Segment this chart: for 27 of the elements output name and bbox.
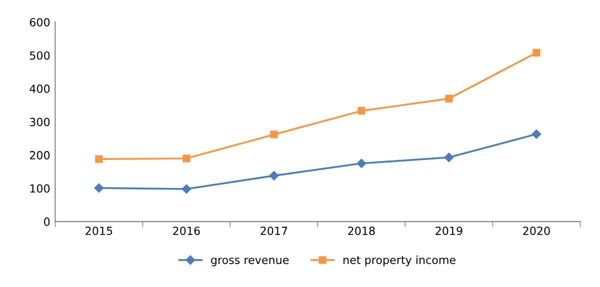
x-tick-label: 2015 xyxy=(86,226,112,236)
y-tick-label: 200 xyxy=(30,151,50,160)
point xyxy=(532,48,540,57)
point xyxy=(444,152,454,162)
legend-label: net property income xyxy=(344,256,456,266)
y-tick-label: 300 xyxy=(30,118,50,126)
point xyxy=(182,154,190,162)
point xyxy=(269,171,279,180)
x-tick-label: 2017 xyxy=(260,226,288,236)
point xyxy=(95,155,103,163)
point xyxy=(356,158,366,168)
legend-label: gross revenue xyxy=(211,258,289,266)
x-tick-label: 2016 xyxy=(173,226,200,236)
y-tick-label: 500 xyxy=(30,51,50,60)
x-tick-label: 2020 xyxy=(523,226,550,236)
y-tick-label: 600 xyxy=(30,18,50,26)
x-tick-label: 2018 xyxy=(348,226,375,236)
point xyxy=(94,183,104,193)
point xyxy=(445,94,453,102)
y-tick-label: 400 xyxy=(30,84,50,93)
point xyxy=(270,130,278,138)
point xyxy=(532,130,542,139)
point xyxy=(182,184,192,194)
point xyxy=(358,107,366,115)
x-tick-label: 2019 xyxy=(436,226,462,236)
y-tick-label: 100 xyxy=(30,184,50,193)
y-tick-label: 0 xyxy=(44,218,50,226)
